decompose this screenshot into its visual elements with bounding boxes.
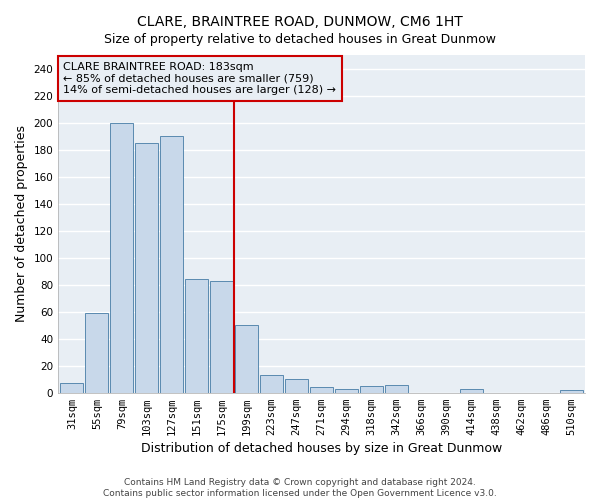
Bar	[235, 325, 258, 392]
Bar	[310, 388, 333, 392]
Bar	[560, 390, 583, 392]
Bar	[285, 379, 308, 392]
Bar	[335, 388, 358, 392]
Bar	[360, 386, 383, 392]
Y-axis label: Number of detached properties: Number of detached properties	[15, 126, 28, 322]
Text: Size of property relative to detached houses in Great Dunmow: Size of property relative to detached ho…	[104, 32, 496, 46]
Bar	[85, 313, 109, 392]
Bar	[385, 384, 408, 392]
X-axis label: Distribution of detached houses by size in Great Dunmow: Distribution of detached houses by size …	[141, 442, 502, 455]
Bar	[136, 143, 158, 392]
Text: Contains HM Land Registry data © Crown copyright and database right 2024.
Contai: Contains HM Land Registry data © Crown c…	[103, 478, 497, 498]
Bar	[460, 388, 483, 392]
Bar	[160, 136, 183, 392]
Bar	[61, 383, 83, 392]
Text: CLARE, BRAINTREE ROAD, DUNMOW, CM6 1HT: CLARE, BRAINTREE ROAD, DUNMOW, CM6 1HT	[137, 15, 463, 29]
Bar	[110, 122, 133, 392]
Bar	[210, 280, 233, 392]
Bar	[185, 279, 208, 392]
Text: CLARE BRAINTREE ROAD: 183sqm
← 85% of detached houses are smaller (759)
14% of s: CLARE BRAINTREE ROAD: 183sqm ← 85% of de…	[64, 62, 337, 95]
Bar	[260, 375, 283, 392]
